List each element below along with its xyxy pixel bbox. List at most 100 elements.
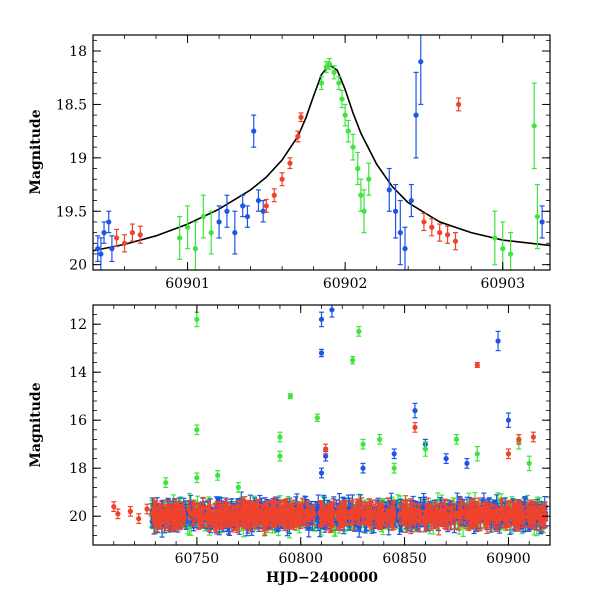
top-series-0-point-marker <box>216 219 222 225</box>
top-series-2-point-marker <box>366 176 372 182</box>
top-series-2-point-marker <box>355 165 361 172</box>
top-panel-y-axis-label: Magnitude <box>28 109 44 194</box>
top-series-2-point-marker <box>318 80 325 86</box>
top-series-0-point <box>244 205 251 228</box>
top-series-2-point <box>492 210 498 266</box>
top-series-0-point <box>240 194 246 218</box>
top-series-0-point <box>402 226 408 270</box>
top-series-2-point-marker <box>326 61 332 67</box>
top-series-0-point-marker <box>240 203 246 209</box>
top-panel-data <box>93 35 550 270</box>
top-series-2-point <box>350 133 356 161</box>
top-series-0-point-marker <box>418 59 424 65</box>
top-series-2-point <box>361 189 367 234</box>
top-series-2-point <box>177 215 183 260</box>
top-series-0-point <box>539 205 545 239</box>
top-series-0-point-marker <box>408 197 414 204</box>
top-series-1-point <box>287 157 293 170</box>
top-series-2-point <box>192 221 199 270</box>
top-series-1-point-marker <box>121 240 128 246</box>
top-series-2-point-marker <box>342 112 348 118</box>
top-series-0-point-marker <box>95 246 101 252</box>
top-series-0-point-marker <box>106 219 112 225</box>
top-xtick-label: 60901 <box>165 276 210 292</box>
top-series-0-point <box>392 183 399 239</box>
top-series-2-point-marker <box>534 213 540 220</box>
top-series-1-point-marker <box>287 160 293 166</box>
top-series-2-point <box>318 76 325 91</box>
top-series-0-point <box>101 221 107 244</box>
top-series-0-point <box>109 235 115 263</box>
top-series-1-point-marker <box>298 114 304 120</box>
top-series-2-point-marker <box>508 251 514 257</box>
top-series-1-point <box>121 234 128 253</box>
top-series-2-point <box>531 82 537 170</box>
top-series-1-point-marker <box>263 203 269 209</box>
top-series-0-point <box>408 183 414 218</box>
top-series-0-point-marker <box>392 208 399 214</box>
top-series-2-point-marker <box>336 80 342 86</box>
top-series-0-point-marker <box>386 187 392 193</box>
top-series-2-point-marker <box>200 213 206 220</box>
top-series-0-point <box>255 189 262 212</box>
top-series-1-point <box>114 228 120 248</box>
top-series-1-point-marker <box>444 232 451 238</box>
top-series-2-point-marker <box>350 144 356 150</box>
top-ytick-label: 20 <box>69 258 87 274</box>
top-series-0-point-marker <box>232 230 238 236</box>
top-series-0-point <box>224 194 230 228</box>
top-panel-frame <box>92 34 551 271</box>
top-series-0-point-marker <box>255 197 262 204</box>
top-series-1-point <box>456 97 462 112</box>
top-series-2-point-marker <box>361 208 367 214</box>
top-series-2-point-marker <box>331 69 337 75</box>
top-series-1-point-marker <box>114 235 120 241</box>
top-series-1-point <box>271 188 277 203</box>
top-series-2-point-marker <box>358 192 364 198</box>
top-series-0-point-marker <box>224 208 230 214</box>
top-series-1-point <box>295 130 301 143</box>
top-series-1-point <box>279 172 285 187</box>
top-series-1-point-marker <box>271 192 277 198</box>
top-series-0-point-marker <box>539 219 545 225</box>
top-series-1-point-marker <box>129 230 135 236</box>
top-series-1-point <box>137 225 143 244</box>
top-xtick-label: 60903 <box>480 276 525 292</box>
top-series-2-point <box>208 210 214 255</box>
top-series-0-point-marker <box>260 208 266 214</box>
top-series-1-point <box>429 218 435 237</box>
top-series-1-point-marker <box>456 101 462 108</box>
top-series-2-point-marker <box>345 128 351 134</box>
top-panel-ticks: 60901 60902 60903 18 18.5 19 19.5 20 <box>56 35 550 292</box>
top-ytick-label: 18.5 <box>56 97 87 113</box>
top-series-1-point <box>452 232 459 251</box>
top-series-2-point-marker <box>531 123 537 129</box>
top-series-0-point <box>95 235 101 263</box>
top-series-1-point-marker <box>452 238 459 244</box>
top-series-0-point-marker <box>251 128 257 134</box>
top-series-2-point <box>355 151 361 186</box>
top-series-2-point <box>342 103 348 127</box>
top-ytick-label: 19 <box>69 151 87 167</box>
top-series-1-point <box>129 223 135 242</box>
top-series-2-point <box>184 205 191 250</box>
top-series-1-point-marker <box>437 230 443 236</box>
top-series-2-point <box>345 119 351 143</box>
top-series-1-point-marker <box>421 219 427 225</box>
top-series-2-point <box>508 232 514 270</box>
top-series-1-point-marker <box>295 133 301 140</box>
top-series-1-point <box>263 198 269 213</box>
top-series-0-point <box>418 35 424 106</box>
top-series-0-point <box>386 167 392 212</box>
top-series-0-point-marker <box>413 112 419 118</box>
top-series-1-point <box>437 223 443 242</box>
top-series-0-point-marker <box>397 230 403 236</box>
top-series-0-point-marker <box>402 246 408 252</box>
top-series-0-point-marker <box>109 246 115 252</box>
top-series-2-point <box>200 194 206 239</box>
top-series-0-point <box>232 210 238 255</box>
model-curve <box>93 64 550 252</box>
top-series-0-point <box>251 114 257 148</box>
top-series-0-point-marker <box>101 230 107 236</box>
